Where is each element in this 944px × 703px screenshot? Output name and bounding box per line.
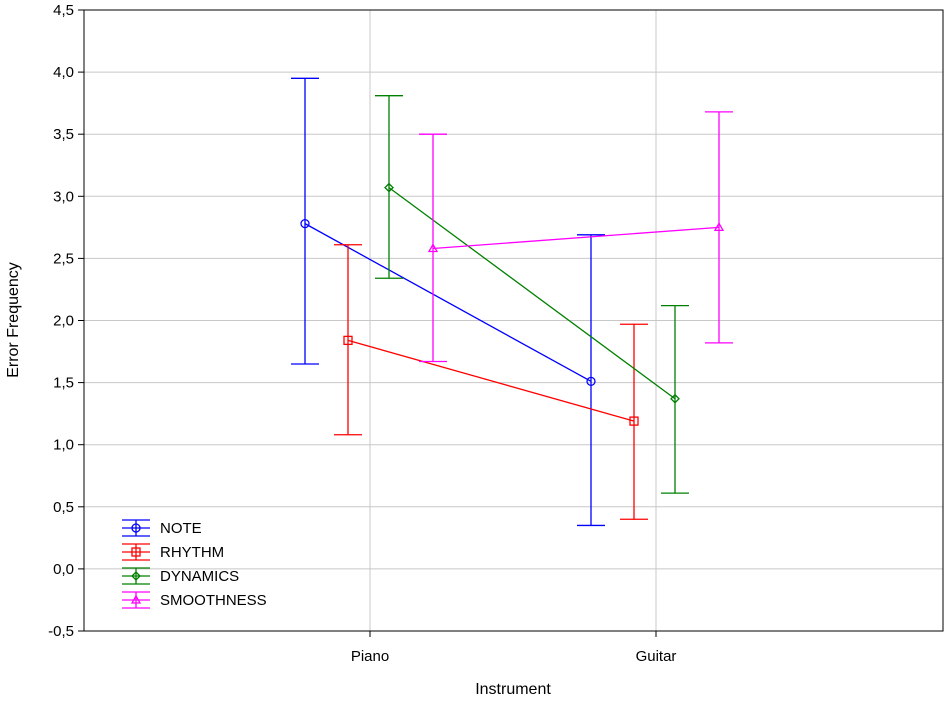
y-tick-label: 2,5: [53, 250, 74, 267]
data-point-diamond: [670, 393, 680, 404]
y-tick-label: 4,0: [53, 64, 74, 81]
x-axis-label: Instrument: [475, 681, 551, 698]
legend-entry-smoothness: SMOOTHNESS: [122, 591, 267, 609]
series-note: [291, 77, 605, 527]
data-point-circle: [300, 218, 310, 229]
y-tick-label: 3,5: [53, 126, 74, 143]
series-dynamics: [375, 95, 689, 494]
series-line: [347, 339, 635, 422]
grid-lines: [84, 10, 943, 631]
data-point-triangle: [713, 222, 725, 232]
x-tick-label: Guitar: [636, 648, 677, 665]
legend-entry-note: NOTE: [122, 519, 202, 537]
series-line: [304, 223, 592, 382]
series-line: [432, 226, 720, 250]
x-axis-ticks: Piano Guitar: [351, 631, 677, 665]
data-point-diamond: [384, 182, 394, 193]
x-tick-label: Piano: [351, 648, 389, 665]
legend-label: RHYTHM: [160, 544, 224, 561]
y-tick-label: 1,0: [53, 437, 74, 454]
series-line: [388, 187, 676, 400]
data-point-triangle: [427, 243, 439, 253]
y-tick-label: 0,0: [53, 561, 74, 578]
data-point-circle: [586, 376, 596, 387]
data-series: [291, 77, 733, 527]
y-tick-label: 3,0: [53, 188, 74, 205]
y-tick-label: 1,5: [53, 375, 74, 392]
legend-label: DYNAMICS: [160, 568, 239, 585]
legend-entry-dynamics: DYNAMICS: [122, 567, 239, 585]
legend-marker-circle: [131, 523, 141, 533]
series-smoothness: [419, 111, 733, 363]
y-tick-label: 0,5: [53, 499, 74, 516]
series-rhythm: [334, 244, 648, 520]
data-point-square: [343, 335, 353, 346]
y-axis-ticks: -0,5 0,0 0,5 1,0 1,5 2,0 2,5 3,0 3,5 4,0 4,5: [48, 2, 84, 640]
legend-marker-diamond: [131, 571, 141, 581]
y-axis-label: Error Frequency: [5, 262, 22, 378]
y-tick-label: -0,5: [48, 623, 74, 640]
legend-marker-square: [131, 547, 141, 557]
legend-entry-rhythm: RHYTHM: [122, 543, 224, 561]
y-tick-label: 2,0: [53, 313, 74, 330]
legend-label: NOTE: [160, 520, 202, 537]
data-point-square: [629, 416, 639, 426]
legend: NOTE RHYTHM DYNAMICS SMOOTHNESS: [122, 519, 267, 609]
legend-marker-triangle: [130, 594, 142, 604]
y-tick-label: 4,5: [53, 2, 74, 19]
legend-label: SMOOTHNESS: [160, 592, 267, 609]
